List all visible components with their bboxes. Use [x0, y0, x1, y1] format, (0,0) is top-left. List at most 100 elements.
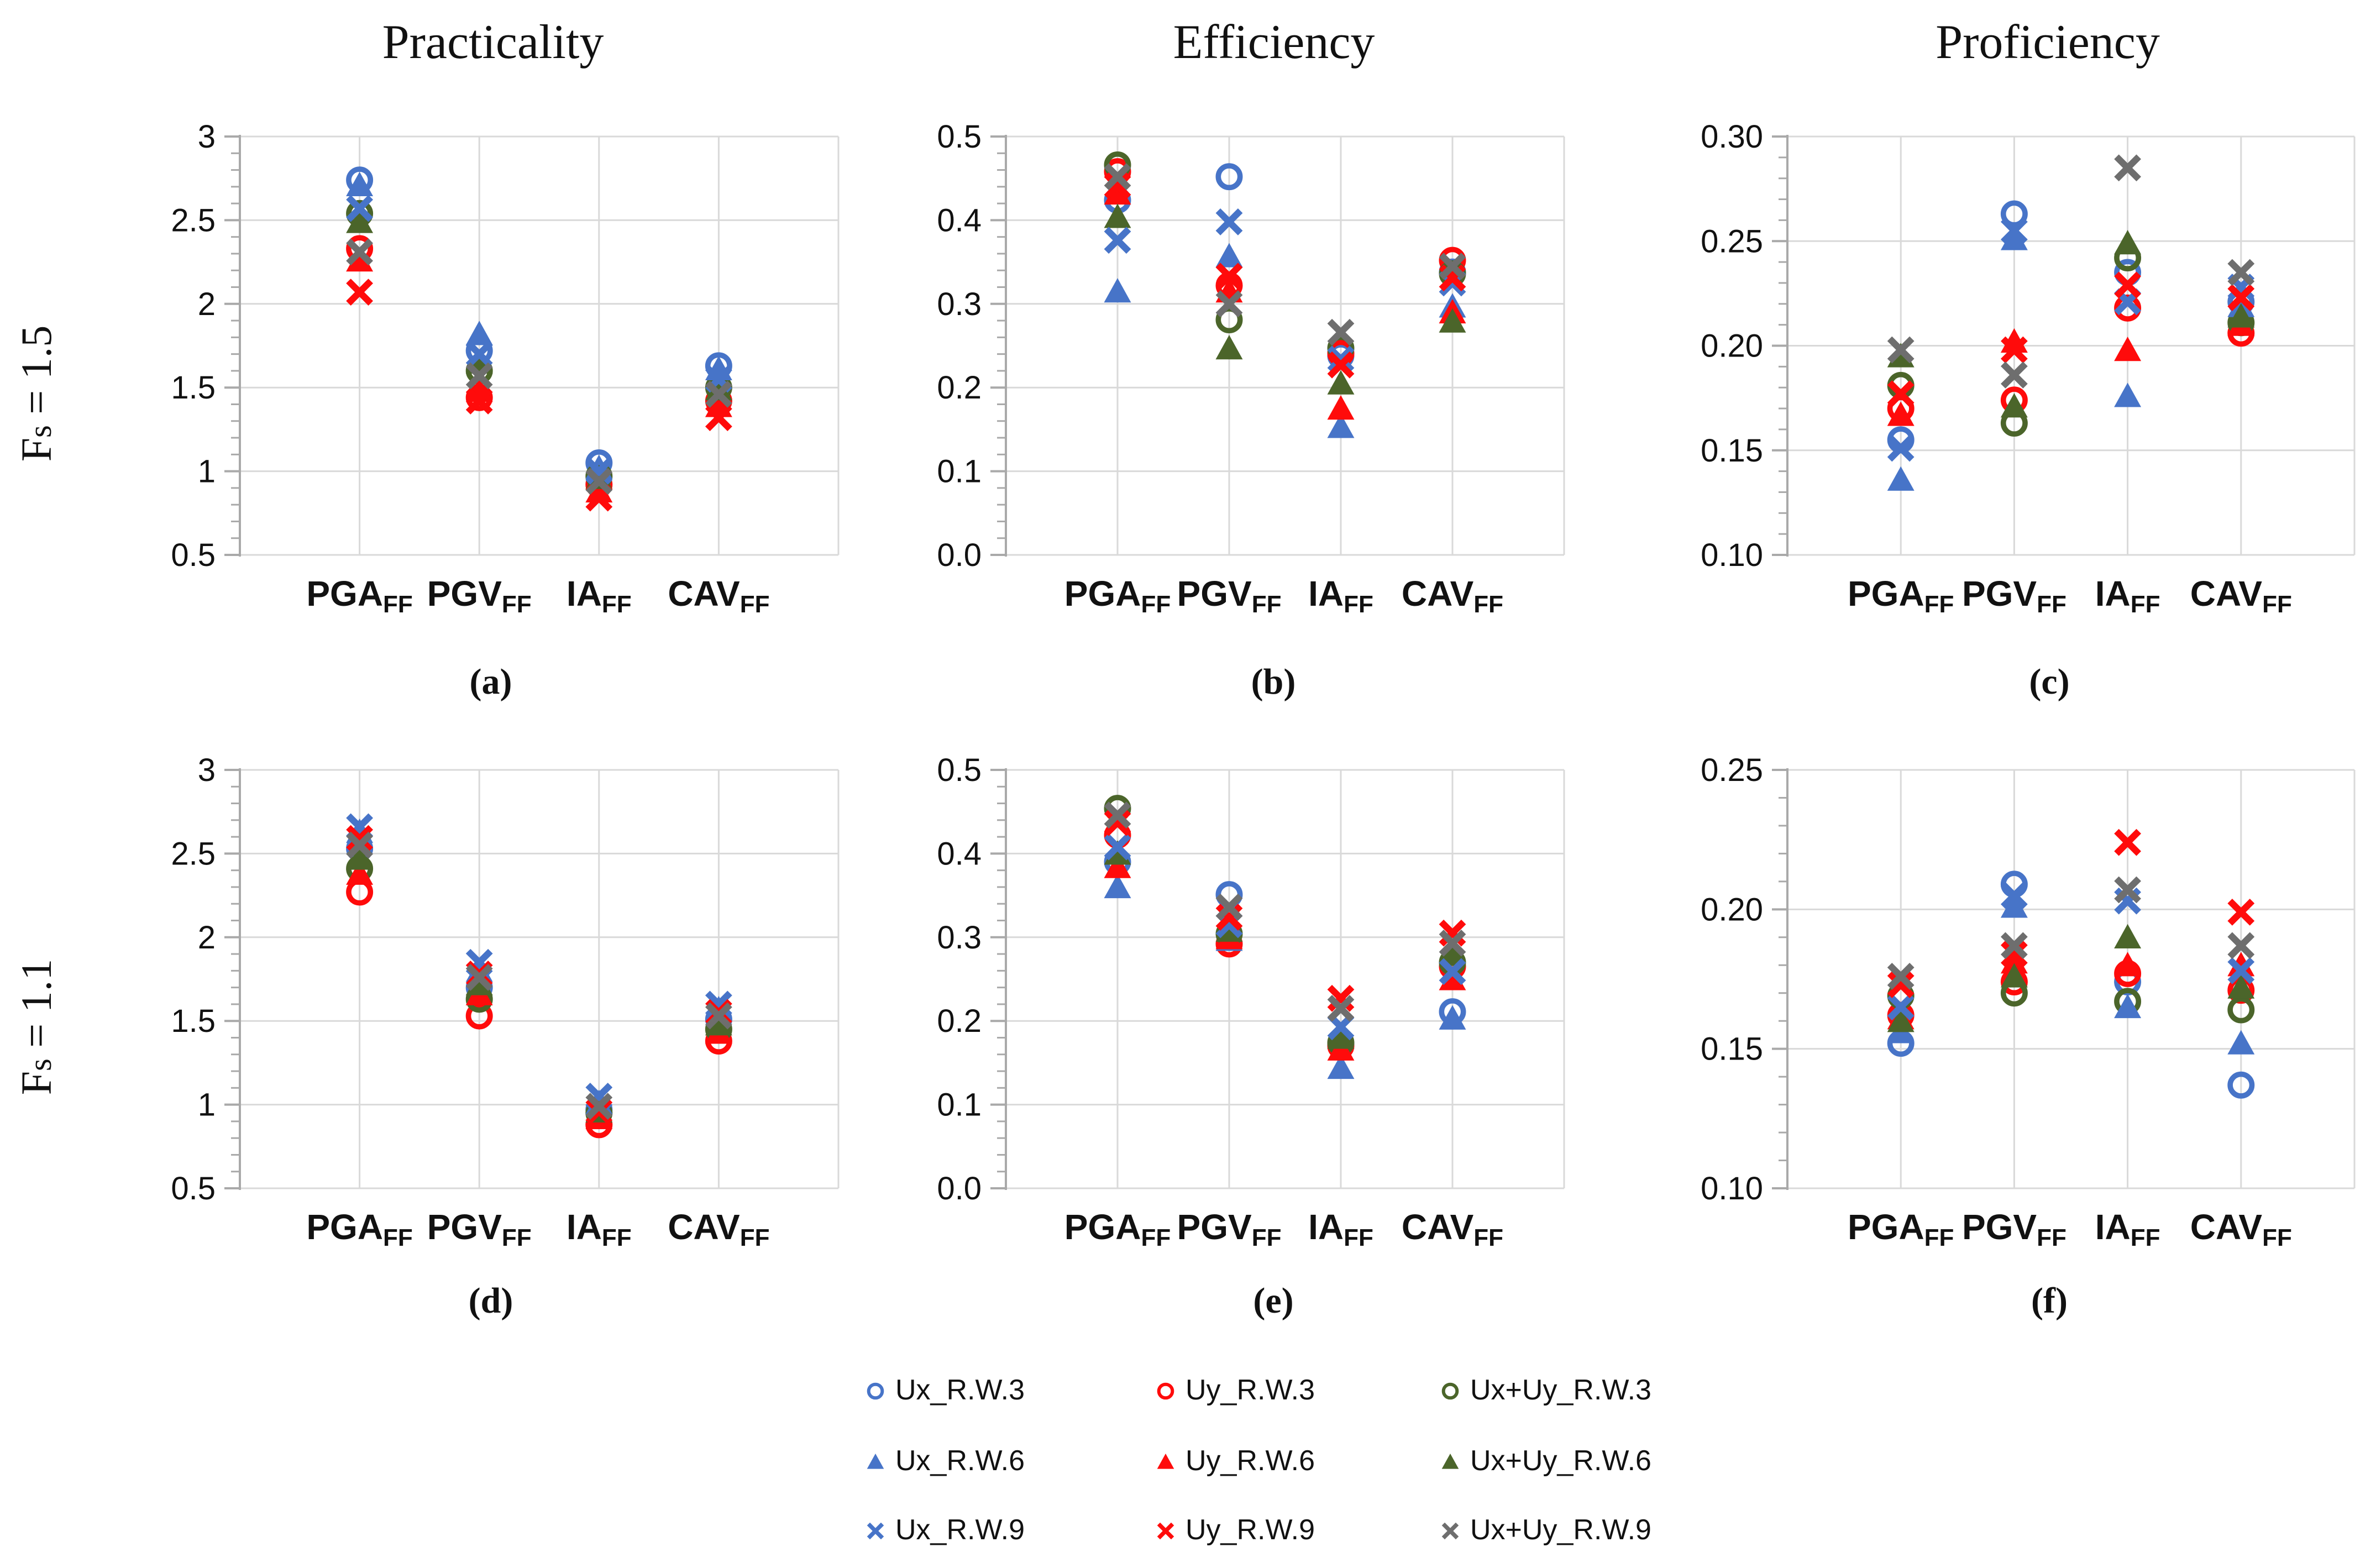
legend-label: Uy_R.W.6	[1186, 1445, 1315, 1477]
y-tick-label: 0.5	[937, 752, 982, 788]
legend-item-ux_rw3: Ux_R.W.3	[862, 1373, 1025, 1407]
y-tick-label: 0.5	[171, 1171, 216, 1207]
series-ux_rw6	[346, 171, 732, 479]
series-uxuy_rw3	[346, 855, 732, 1127]
series-uxuy_rw9	[1887, 876, 2255, 990]
column-title-efficiency: Efficiency	[1173, 15, 1375, 69]
category-label: PGVFF	[1177, 574, 1282, 618]
y-tick-label: 0.25	[1701, 223, 1763, 259]
legend-label: Ux+Uy_R.W.9	[1470, 1514, 1651, 1546]
sublabel-e: (e)	[1253, 1281, 1294, 1321]
series-uxuy_rw9	[346, 238, 732, 495]
category-label: CAVFF	[2190, 1207, 2292, 1251]
series-uy_rw9	[1104, 809, 1466, 1012]
series-uy_rw3	[1104, 158, 1466, 367]
series-uxuy_rw6	[346, 845, 732, 1123]
y-tick-label: 0.30	[1701, 119, 1763, 155]
legend-item-uy_rw9: Uy_R.W.9	[1152, 1513, 1315, 1546]
series-ux_rw6	[1104, 243, 1466, 438]
row-label-fs-1-1: Fs = 1.1	[12, 958, 60, 1095]
legend-item-uxuy_rw3: Ux+Uy_R.W.3	[1437, 1373, 1651, 1407]
legend-item-uxuy_rw9: Ux+Uy_R.W.9	[1437, 1513, 1651, 1546]
y-tick-label: 3	[198, 752, 216, 788]
triangle-marker-icon	[867, 1454, 884, 1469]
triangle-marker-icon	[1441, 1454, 1459, 1469]
y-tick-label: 2.5	[171, 836, 216, 872]
category-label: PGAFF	[1064, 1207, 1171, 1251]
series-uxuy_rw6	[1887, 924, 2255, 1032]
category-label: PGAFF	[306, 1207, 412, 1251]
category-label: PGAFF	[306, 574, 412, 618]
category-label: PGVFF	[1962, 574, 2066, 618]
sublabel-b: (b)	[1251, 662, 1296, 702]
category-label: CAVFF	[668, 1207, 769, 1251]
y-tick-label: 0.20	[1701, 891, 1763, 927]
series-uxuy_rw6	[1104, 203, 1466, 395]
sublabel-d: (d)	[468, 1281, 513, 1321]
y-tick-label: 1.5	[171, 1003, 216, 1039]
series-ux_rw3	[1104, 848, 1466, 1058]
series-uy_rw3	[346, 878, 732, 1139]
x-marker-icon	[1441, 1522, 1459, 1540]
series-uxuy_rw3	[1887, 244, 2255, 437]
chart-c: 0.30 0.25 0.20 0.15 0.10 PGAFF PGVFF IAFF CAVFF	[1701, 119, 2356, 618]
sublabel-c: (c)	[2029, 662, 2070, 702]
x-marker-icon	[867, 1522, 884, 1540]
y-tick-label: 0.10	[1701, 1171, 1763, 1207]
circle-marker-icon	[1157, 1382, 1174, 1400]
y-tick-label: 0.20	[1701, 328, 1763, 364]
category-label: PGVFF	[1177, 1207, 1282, 1251]
category-label: CAVFF	[668, 574, 769, 618]
series-uy_rw6	[346, 247, 732, 503]
y-tick-label: 0.10	[1701, 537, 1763, 573]
category-label: IAFF	[2095, 574, 2160, 618]
legend-label: Ux_R.W.3	[895, 1374, 1025, 1406]
series-uy_rw3	[1104, 821, 1466, 1060]
series-uy_rw3	[1887, 959, 2255, 1029]
y-tick-label: 2	[198, 286, 216, 322]
series-ux_rw3	[1887, 200, 2255, 454]
triangle-marker-icon	[1157, 1454, 1174, 1469]
chart-d: 3 2.5 2 1.5 1 0.5 PGAFF PGVFF IAFF CAVFF	[171, 752, 840, 1251]
series-uxuy_rw3	[1104, 795, 1466, 1057]
y-tick-label: 0.5	[171, 537, 216, 573]
series-uxuy_rw9	[1887, 154, 2255, 389]
legend-item-uy_rw3: Uy_R.W.3	[1152, 1373, 1315, 1407]
series-ux_rw9	[1887, 882, 2255, 1021]
y-tick-label: 0.2	[937, 1003, 982, 1039]
category-label: PGAFF	[1848, 1207, 1954, 1251]
series-ux_rw9	[1887, 217, 2255, 462]
chart-b: 0.5 0.4 0.3 0.2 0.1 0.0 PGAFF PGVFF IAFF CAVFF	[937, 119, 1565, 618]
y-tick-label: 0.0	[937, 537, 982, 573]
series-ux_rw6	[1887, 893, 2255, 1055]
series-uxuy_rw3	[1887, 979, 2255, 1024]
series-uy_rw3	[346, 235, 732, 499]
y-tick-label: 1	[198, 454, 216, 490]
legend-item-ux_rw9: Ux_R.W.9	[862, 1513, 1025, 1546]
sublabel-a: (a)	[469, 662, 512, 702]
legend-label: Ux+Uy_R.W.6	[1470, 1445, 1651, 1477]
series-uxuy_rw6	[346, 208, 732, 489]
category-label: PGVFF	[427, 1207, 532, 1251]
series-ux_rw3	[346, 835, 732, 1124]
legend-item-ux_rw6: Ux_R.W.6	[862, 1444, 1025, 1477]
category-label: IAFF	[1308, 1207, 1373, 1251]
y-tick-label: 1	[198, 1087, 216, 1123]
chart-a: 3 2.5 2 1.5 1 0.5 PGAFF PGVFF IAFF CAVFF	[171, 119, 840, 618]
x-marker-icon	[1157, 1522, 1174, 1540]
y-tick-label: 0.4	[937, 202, 982, 238]
y-tick-label: 0.0	[937, 1171, 982, 1207]
series-uy_rw9	[1887, 828, 2255, 998]
series-uy_rw9	[346, 825, 732, 1125]
y-tick-label: 3	[198, 119, 216, 155]
series-ux_rw9	[346, 195, 732, 485]
series-uy_rw6	[1104, 180, 1466, 420]
legend-item-uy_rw6: Uy_R.W.6	[1152, 1444, 1315, 1477]
category-label: IAFF	[567, 1207, 632, 1251]
legend-label: Uy_R.W.9	[1186, 1514, 1315, 1546]
y-tick-label: 0.5	[937, 119, 982, 155]
y-tick-label: 1.5	[171, 370, 216, 406]
series-ux_rw9	[1104, 208, 1466, 373]
category-label: PGVFF	[1962, 1207, 2066, 1251]
series-ux_rw9	[346, 813, 732, 1110]
